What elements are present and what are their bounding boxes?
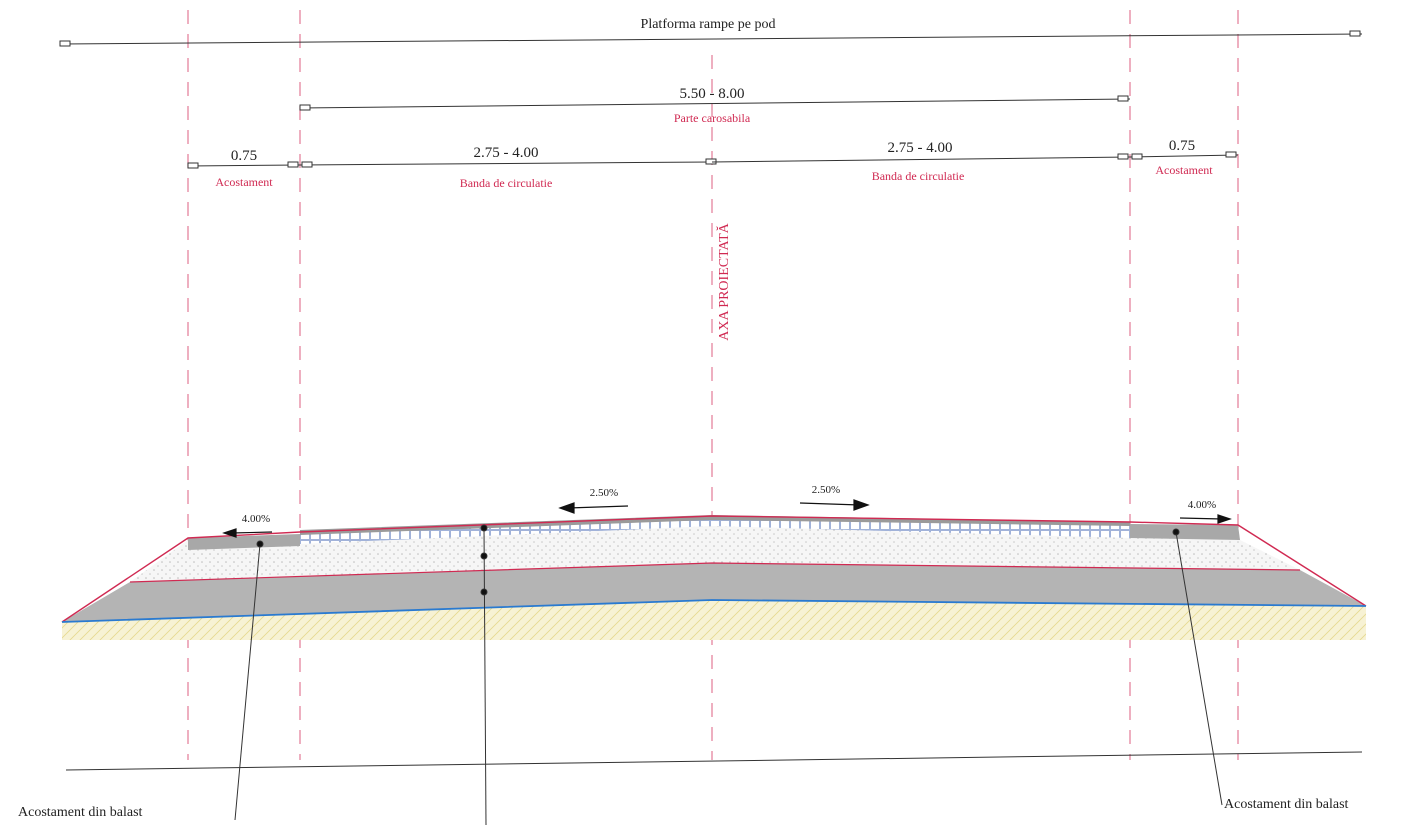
lane-width-right: 2.75 - 4.00 xyxy=(888,140,953,156)
slope-arrow-lane-left xyxy=(567,505,629,509)
carriageway-label: Parte carosabila xyxy=(674,111,751,125)
slope-shoulder-left: 4.00% xyxy=(242,513,270,525)
pavement-layer xyxy=(300,517,1130,544)
callout-right: Acostament din balast xyxy=(1224,797,1349,812)
platform-label: Platforma rampe pe pod xyxy=(641,17,776,32)
shoulder-right xyxy=(1130,524,1240,540)
leader-right xyxy=(1175,531,1223,806)
mid-outline xyxy=(129,562,1301,583)
shoulder-left-dim-line xyxy=(187,164,301,167)
shoulder-right-dim-line xyxy=(1129,154,1239,158)
pavement-top xyxy=(300,515,1130,535)
platform-dim-line xyxy=(61,33,1363,45)
slope-arrow-shoulder-right xyxy=(1179,517,1223,520)
carriageway-dim-line xyxy=(299,98,1131,109)
base-layer xyxy=(62,563,1366,622)
dimension-lines xyxy=(59,30,1363,771)
axis-label: AXA PROIECTATĂ xyxy=(715,222,732,340)
slope-arrow-shoulder-left xyxy=(231,531,273,534)
slope-lane-left: 2.50% xyxy=(590,487,618,499)
slope-shoulder-right: 4.00% xyxy=(1188,499,1216,511)
lane-label-left: Banda de circulatie xyxy=(460,176,553,190)
top-outline xyxy=(61,515,1367,623)
shoulder-left xyxy=(188,534,300,550)
lane-left-dim-line xyxy=(299,161,713,166)
lane-right-dim-line xyxy=(711,156,1131,163)
bottom-dim-line xyxy=(65,751,1363,771)
leader-left xyxy=(234,543,261,821)
shoulder-label-right: Acostament xyxy=(1155,163,1213,177)
shoulder-width-right: 0.75 xyxy=(1169,138,1195,154)
leader-center xyxy=(483,527,487,825)
carriageway-width: 5.50 - 8.00 xyxy=(680,86,745,102)
slope-arrows xyxy=(222,499,1232,538)
slope-lane-right: 2.50% xyxy=(812,484,840,496)
callout-left: Acostament din balast xyxy=(18,805,143,820)
subgrade-line xyxy=(61,599,1367,623)
slope-arrow-lane-right xyxy=(799,502,861,506)
lane-label-right: Banda de circulatie xyxy=(872,169,965,183)
cross-section xyxy=(61,515,1367,640)
shoulder-label-left: Acostament xyxy=(215,175,273,189)
callout-leaders xyxy=(234,524,1223,825)
shoulder-width-left: 0.75 xyxy=(231,148,257,164)
lane-width-left: 2.75 - 4.00 xyxy=(474,145,539,161)
soil-layer xyxy=(62,600,1366,640)
